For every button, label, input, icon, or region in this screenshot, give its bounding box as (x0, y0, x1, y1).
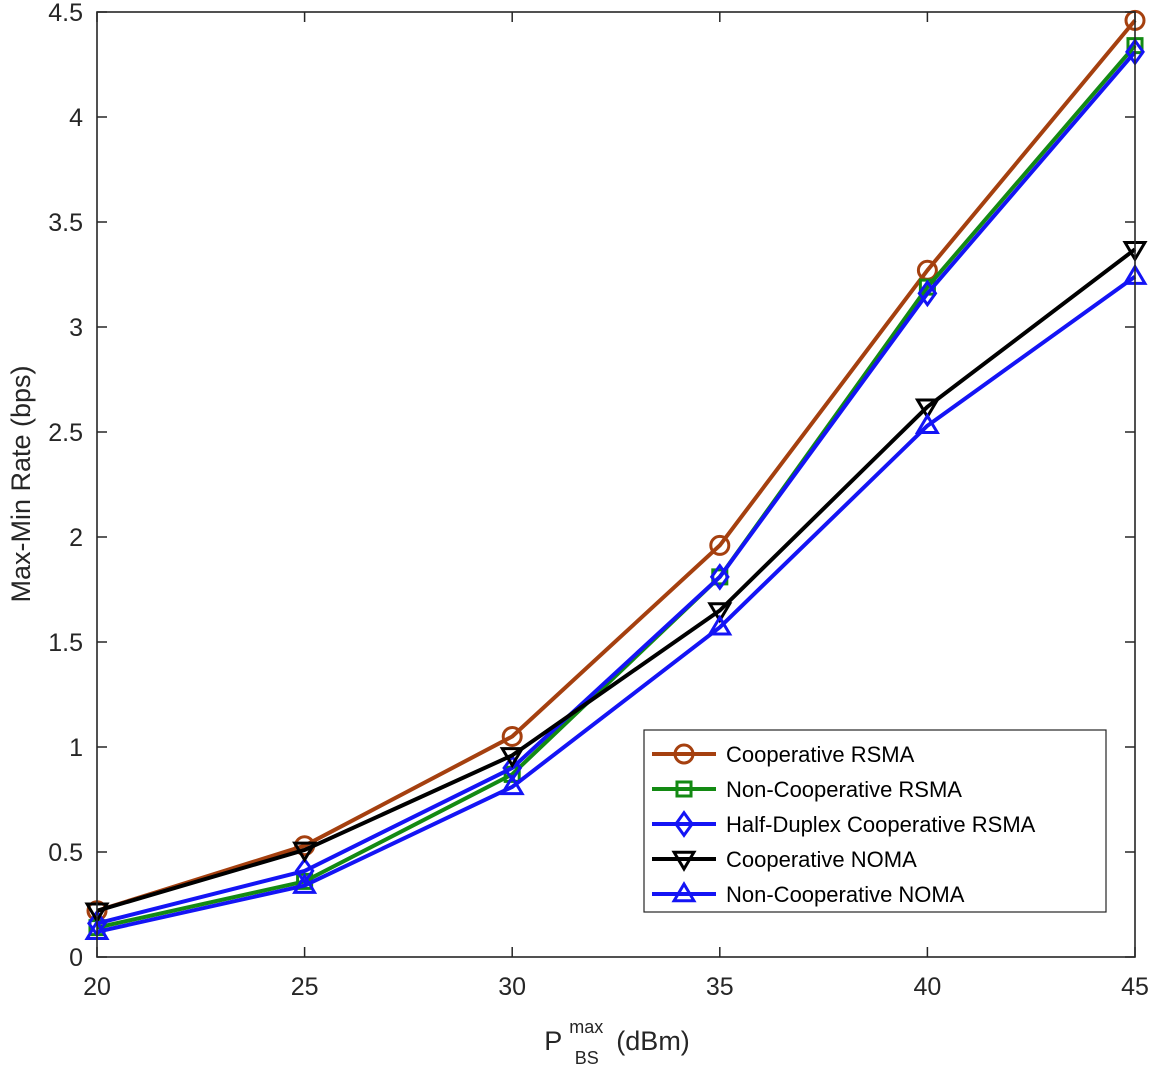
series-line (96, 50, 1137, 926)
y-tick-label: 0.5 (48, 839, 83, 867)
data-point (292, 872, 318, 894)
data-point (914, 398, 940, 420)
data-point (914, 412, 940, 434)
x-tick-label: 40 (913, 973, 941, 1001)
y-tick-label: 4.5 (48, 0, 83, 27)
legend-entry: Cooperative NOMA (652, 847, 917, 872)
x-axis-label: P max BS (dBm) (544, 1009, 690, 1070)
series-layer (84, 9, 1148, 941)
series-line (96, 44, 1137, 930)
y-tick-label: 2 (69, 524, 83, 552)
legend-entry: Cooperative RSMA (652, 742, 915, 767)
legend-box (643, 729, 1107, 913)
legend-label: Non-Cooperative NOMA (726, 882, 965, 907)
plot-area-frame (96, 11, 1136, 958)
legend: Cooperative RSMA Non-Cooperative RSMA Half… (643, 729, 1107, 913)
series-half-duplex-cooperative-rsma (87, 38, 1145, 938)
x-axis-label-subscript: BS (575, 1048, 599, 1068)
legend-marker (673, 743, 695, 765)
data-point (707, 602, 733, 624)
series-line (96, 19, 1137, 913)
data-point (294, 857, 315, 885)
y-tick-label: 3.5 (48, 209, 83, 237)
legend-label: Cooperative RSMA (726, 742, 915, 767)
series-line (96, 247, 1137, 913)
legend-label: Half-Duplex Cooperative RSMA (726, 812, 1036, 837)
legend-entry: Half-Duplex Cooperative RSMA (652, 810, 1036, 838)
y-tick-label: 0 (69, 944, 83, 972)
x-tick-label: 30 (498, 973, 526, 1001)
legend-marker (675, 780, 693, 798)
legend-entry: Non-Cooperative RSMA (652, 777, 962, 802)
legend-label: Non-Cooperative RSMA (726, 777, 962, 802)
axis-ticks: 20 25 30 35 40 45 0 0.5 1 1.5 2 2.5 3 3.5 4 4.5 (48, 0, 1149, 1001)
legend-marker (674, 810, 694, 838)
legend-entry: Non-Cooperative NOMA (652, 881, 965, 907)
x-tick-label: 45 (1121, 973, 1149, 1001)
data-point (499, 774, 525, 796)
data-point (501, 726, 523, 747)
data-point (707, 614, 733, 636)
data-point (292, 841, 318, 863)
y-tick-label: 3 (69, 314, 83, 342)
series-line (96, 274, 1137, 934)
x-axis-label-superscript: max (569, 1017, 603, 1037)
x-tick-label: 25 (291, 973, 319, 1001)
data-point (709, 563, 730, 591)
legend-marker (671, 850, 697, 872)
legend-label: Cooperative NOMA (726, 847, 917, 872)
x-tick-label: 20 (83, 973, 111, 1001)
y-tick-label: 2.5 (48, 419, 83, 447)
x-tick-label: 35 (706, 973, 734, 1001)
y-axis-label: Max-Min Rate (bps) (6, 365, 36, 602)
x-axis-label-main: P (544, 1026, 562, 1056)
data-point (709, 534, 731, 556)
legend-marker (671, 881, 697, 903)
y-tick-label: 1.5 (48, 629, 83, 657)
x-axis-label-unit: (dBm) (616, 1026, 690, 1056)
y-tick-label: 1 (69, 734, 83, 762)
y-tick-label: 4 (69, 104, 83, 132)
data-point (499, 747, 525, 769)
data-point (917, 279, 938, 308)
